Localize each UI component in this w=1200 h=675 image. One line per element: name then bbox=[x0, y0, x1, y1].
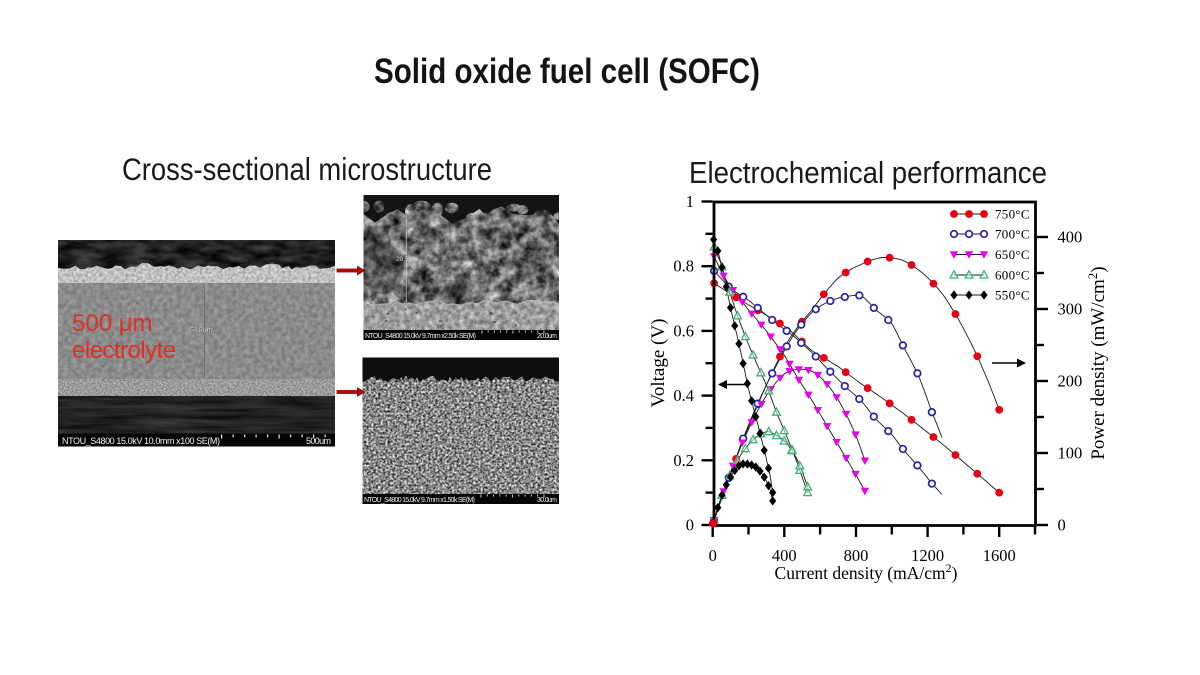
svg-text:0: 0 bbox=[1058, 516, 1066, 535]
svg-text:30.0um: 30.0um bbox=[537, 497, 557, 504]
svg-text:Cross-sectional microstructure: Cross-sectional microstructure bbox=[122, 151, 492, 187]
svg-text:1600: 1600 bbox=[983, 546, 1016, 565]
svg-text:500 μm: 500 μm bbox=[72, 310, 153, 337]
svg-text:20.5um: 20.5um bbox=[396, 256, 418, 263]
svg-text:400: 400 bbox=[772, 546, 797, 565]
svg-text:20.0um: 20.0um bbox=[537, 333, 557, 340]
svg-text:500um: 500um bbox=[306, 436, 331, 446]
svg-text:1200: 1200 bbox=[911, 546, 944, 565]
svg-text:750°C: 750°C bbox=[995, 207, 1030, 222]
svg-text:600°C: 600°C bbox=[995, 268, 1030, 283]
svg-text:200: 200 bbox=[1058, 372, 1083, 391]
svg-text:Electrochemical performance: Electrochemical performance bbox=[689, 156, 1047, 190]
svg-text:400: 400 bbox=[1058, 228, 1083, 247]
svg-text:516um: 516um bbox=[190, 326, 213, 335]
svg-text:0: 0 bbox=[686, 516, 694, 535]
svg-text:0.8: 0.8 bbox=[673, 257, 694, 276]
svg-text:800: 800 bbox=[844, 546, 869, 565]
svg-text:NTOU_S4800 15.0kV 9.7mm x2.50k: NTOU_S4800 15.0kV 9.7mm x2.50k SE(M) bbox=[365, 333, 476, 340]
svg-text:300: 300 bbox=[1058, 300, 1083, 319]
svg-text:Voltage (V): Voltage (V) bbox=[648, 319, 669, 408]
svg-text:100: 100 bbox=[1058, 444, 1083, 463]
svg-text:1: 1 bbox=[686, 192, 694, 211]
svg-text:NTOU_S4800 15.0kV 10.0mm x100: NTOU_S4800 15.0kV 10.0mm x100 SE(M) bbox=[62, 436, 220, 446]
svg-text:0.4: 0.4 bbox=[673, 386, 694, 405]
svg-text:0: 0 bbox=[709, 546, 717, 565]
svg-text:650°C: 650°C bbox=[995, 247, 1030, 262]
svg-text:Solid oxide fuel cell (SOFC): Solid oxide fuel cell (SOFC) bbox=[374, 51, 760, 91]
svg-text:Power density (mW/cm2): Power density (mW/cm2) bbox=[1085, 266, 1110, 459]
svg-text:NTOU_S4800 15.0kV 9.7mm x1.50k: NTOU_S4800 15.0kV 9.7mm x1.50k SE(M) bbox=[364, 497, 475, 504]
svg-text:0.6: 0.6 bbox=[673, 321, 694, 340]
svg-text:0.2: 0.2 bbox=[673, 451, 694, 470]
svg-text:Current density (mA/cm2): Current density (mA/cm2) bbox=[775, 561, 958, 583]
svg-text:electrolyte: electrolyte bbox=[72, 337, 176, 364]
svg-text:550°C: 550°C bbox=[995, 288, 1030, 303]
svg-text:700°C: 700°C bbox=[995, 227, 1030, 242]
svg-text:516um: 516um bbox=[190, 326, 213, 335]
